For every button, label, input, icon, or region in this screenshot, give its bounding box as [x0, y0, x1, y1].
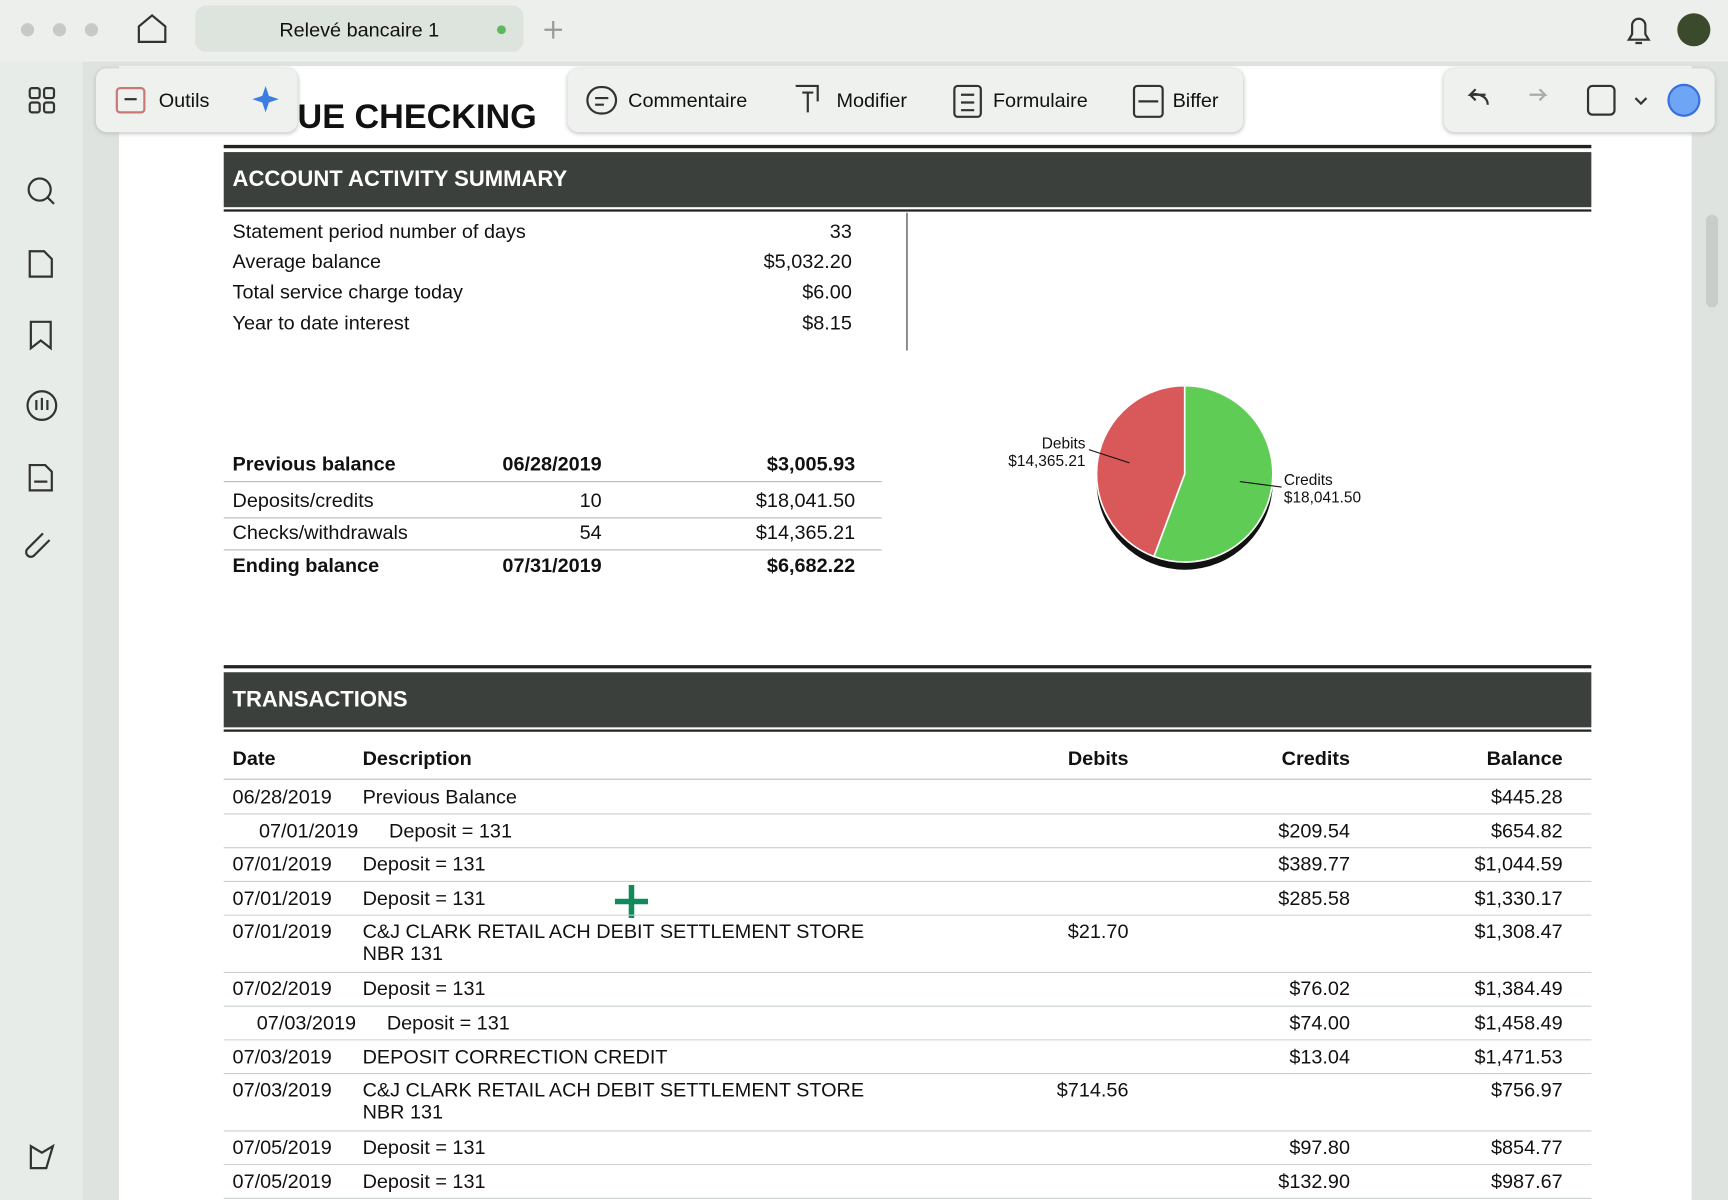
pie-label: Credits [1283, 470, 1333, 489]
column-header: Balance [1486, 747, 1563, 770]
section-header [223, 672, 1592, 728]
balance-detail: 54 [579, 521, 602, 544]
balance-amount: $18,041.50 [755, 489, 856, 512]
stat-label: Total service charge today [232, 281, 463, 304]
toolbar-button[interactable]: Commentaire [628, 89, 748, 112]
balance-label: Checks/withdrawals [232, 521, 408, 544]
credit: $74.00 [1289, 1011, 1350, 1034]
tab[interactable] [195, 5, 524, 52]
description: Deposit = 131 [386, 1011, 510, 1034]
column-header: Description [362, 747, 472, 770]
description: Previous Balance [362, 785, 517, 808]
date: 07/01/2019 [232, 920, 332, 943]
scrollbar[interactable] [1705, 214, 1719, 308]
balance: $1,384.49 [1474, 977, 1563, 1000]
stat-value: $5,032.20 [763, 250, 852, 273]
balance: $987.67 [1490, 1170, 1563, 1193]
section-title: TRANSACTIONS [232, 687, 408, 712]
balance-detail: 07/31/2019 [502, 554, 602, 577]
leader [1088, 449, 1130, 464]
description: Deposit = 131 [362, 1136, 486, 1159]
column-header: Date [232, 747, 276, 770]
stat-label: Year to date interest [232, 311, 410, 334]
description: Deposit = 131 [362, 1170, 486, 1193]
debit: $21.70 [1067, 920, 1129, 943]
debit: $714.56 [1056, 1079, 1129, 1102]
balance-amount: $14,365.21 [755, 521, 856, 544]
description: Deposit = 131 [362, 977, 486, 1000]
credit: $209.54 [1278, 819, 1350, 842]
date: 07/03/2019 [256, 1011, 357, 1034]
balance: $1,330.17 [1474, 886, 1563, 909]
pie-value-label: $18,041.50 [1283, 488, 1362, 506]
balance-label: Ending balance [232, 554, 380, 577]
stat-label: Statement period number of days [232, 220, 526, 243]
date: 07/05/2019 [232, 1136, 332, 1159]
credit: $389.77 [1278, 853, 1350, 876]
balance: $445.28 [1490, 785, 1563, 808]
credit: $97.80 [1289, 1136, 1350, 1159]
date: 07/05/2019 [232, 1170, 332, 1193]
date: 07/03/2019 [232, 1045, 332, 1068]
credit: $285.58 [1278, 886, 1350, 909]
toolbar-button[interactable]: Formulaire [992, 89, 1088, 112]
balance: $1,458.49 [1474, 1011, 1563, 1034]
balance: $1,471.53 [1474, 1045, 1563, 1068]
balance-label: Deposits/credits [232, 489, 374, 512]
balance: $654.82 [1490, 819, 1563, 842]
credit: $132.90 [1278, 1170, 1350, 1193]
date: 07/03/2019 [232, 1079, 332, 1102]
date: 07/02/2019 [232, 977, 332, 1000]
pie-value-label: $14,365.21 [1008, 451, 1086, 470]
balance-label: Previous balance [232, 452, 396, 475]
date: 06/28/2019 [232, 785, 332, 808]
balance-detail: 06/28/2019 [502, 452, 602, 475]
toolbar-button[interactable]: Biffer [1172, 89, 1219, 112]
stat-value: 33 [829, 220, 852, 243]
tab-title[interactable]: Relevé bancaire 1 [279, 18, 440, 41]
column-header: Credits [1281, 747, 1350, 770]
description: Deposit = 131 [362, 886, 486, 909]
column-header: Debits [1067, 747, 1129, 770]
description: C&J CLARK RETAIL ACH DEBIT SETTLEMENT ST… [362, 1079, 865, 1124]
balance: $1,308.47 [1474, 920, 1563, 943]
stat-label: Average balance [232, 250, 382, 273]
toolbar-middle [567, 68, 1244, 133]
leader [1239, 481, 1282, 488]
pie-slice [1095, 384, 1186, 558]
credit: $76.02 [1289, 977, 1350, 1000]
section-title: ACCOUNT ACTIVITY SUMMARY [232, 167, 568, 192]
description: Deposit = 131 [362, 853, 486, 876]
pie-slice [1152, 384, 1274, 563]
stat-value: $8.15 [802, 311, 852, 334]
credit: $13.04 [1289, 1045, 1350, 1068]
balance-amount: $3,005.93 [766, 452, 856, 475]
stat-value: $6.00 [802, 281, 852, 304]
toolbar-button[interactable]: Modifier [836, 89, 908, 112]
section-header [223, 152, 1592, 208]
balance: $756.97 [1490, 1079, 1563, 1102]
description: Deposit = 131 [389, 819, 512, 842]
balance-amount: $6,682.22 [766, 554, 856, 577]
tools-button[interactable]: Outils [158, 89, 210, 112]
date: 07/01/2019 [232, 853, 332, 876]
balance: $854.77 [1490, 1136, 1563, 1159]
balance-detail: 10 [579, 489, 602, 512]
description: C&J CLARK RETAIL ACH DEBIT SETTLEMENT ST… [362, 920, 865, 965]
description: DEPOSIT CORRECTION CREDIT [362, 1045, 668, 1068]
date: 07/01/2019 [258, 819, 359, 842]
document-page [119, 66, 1692, 1200]
document-heading: UE CHECKING [297, 96, 537, 136]
pie-label: Debits [1041, 434, 1086, 452]
date: 07/01/2019 [232, 886, 332, 909]
balance: $1,044.59 [1474, 853, 1563, 876]
